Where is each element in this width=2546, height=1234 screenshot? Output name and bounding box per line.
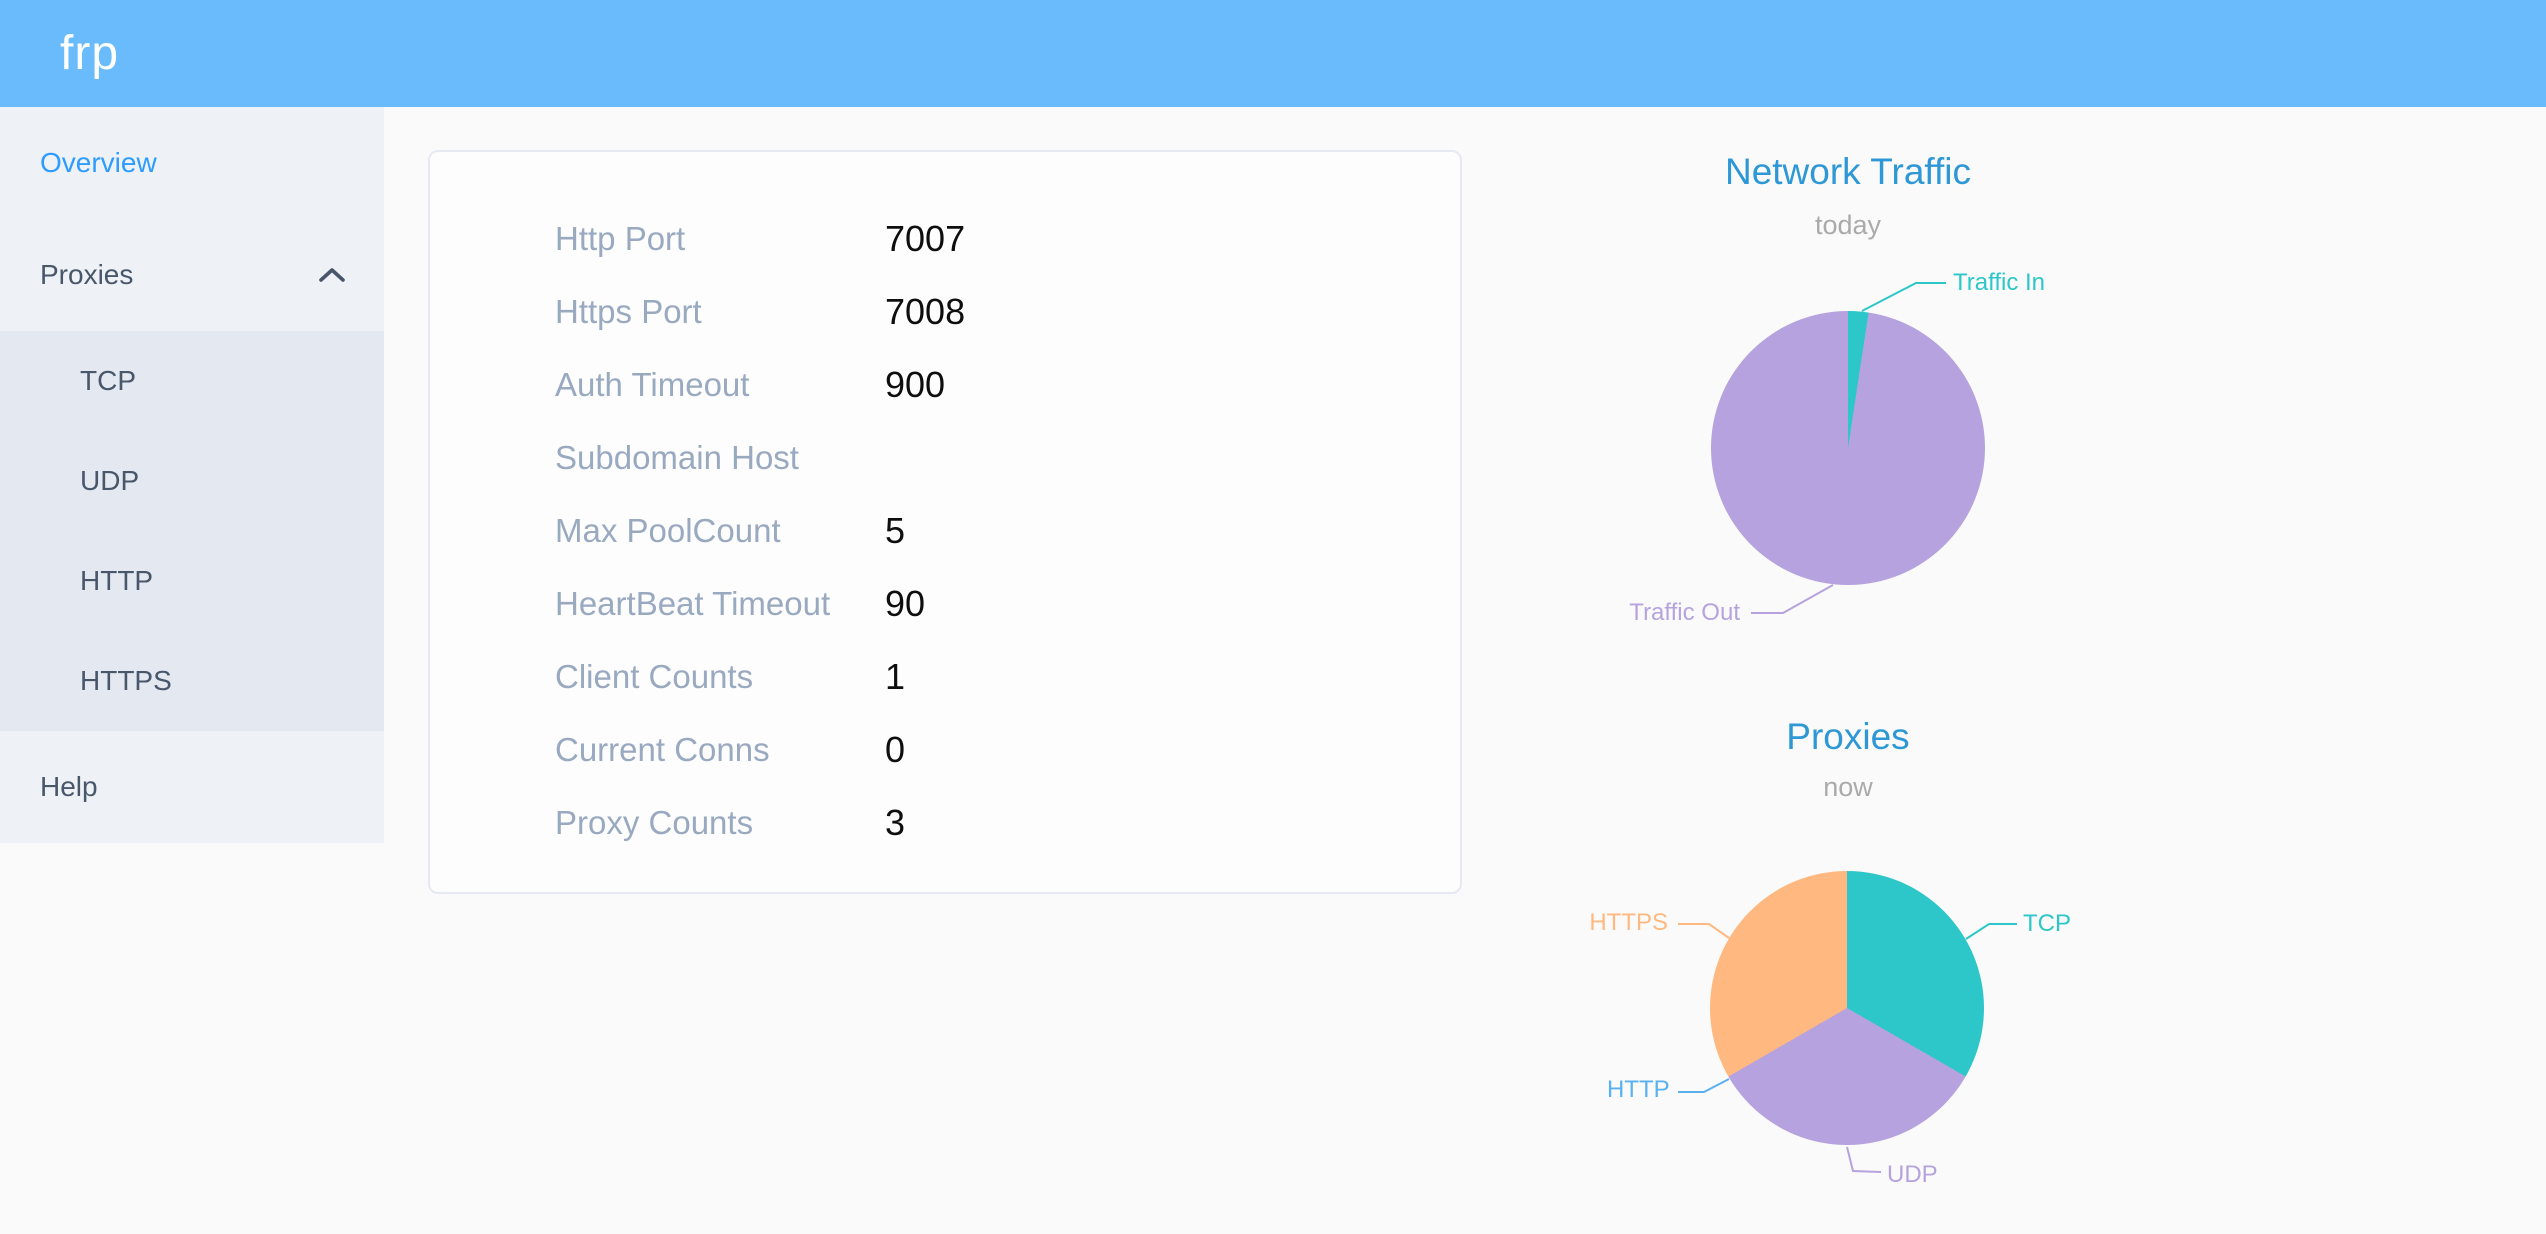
pie-label-tcp: TCP	[2023, 910, 2071, 937]
proxies-chart-subtitle: now	[1823, 772, 1873, 802]
sidebar-item-proxies-label: Proxies	[40, 259, 134, 290]
network-traffic-pie[interactable]	[1711, 311, 1985, 585]
info-value: 1	[885, 655, 906, 697]
info-label: Max PoolCount	[555, 511, 781, 549]
sidebar-item-https[interactable]: HTTPS	[80, 665, 172, 696]
header: frp	[0, 0, 2546, 107]
udp-leader-line	[1846, 1146, 1882, 1173]
proxies-chart-title: Proxies	[1786, 716, 1910, 757]
info-row-current-conns: Current Conns 0	[430, 713, 1460, 786]
info-value: 0	[885, 728, 906, 770]
info-value: 7008	[885, 290, 966, 332]
info-label: Client Counts	[555, 657, 754, 695]
info-label: Https Port	[555, 292, 702, 330]
info-row-proxy-counts: Proxy Counts 3	[430, 786, 1460, 859]
pie-label-traffic-out: Traffic Out	[1629, 599, 1740, 626]
sidebar-item-udp[interactable]: UDP	[80, 465, 140, 496]
info-row-subdomain-host: Subdomain Host	[430, 421, 1460, 494]
info-label: Auth Timeout	[555, 365, 750, 403]
info-row-http-port: Http Port 7007	[430, 202, 1460, 275]
proxies-pie[interactable]	[1710, 871, 1984, 1145]
info-value: 3	[885, 801, 906, 843]
info-label: HeartBeat Timeout	[555, 584, 831, 622]
pie-label-http: HTTP	[1607, 1076, 1670, 1103]
info-value: 5	[885, 509, 906, 551]
info-row-heartbeat-timeout: HeartBeat Timeout 90	[430, 567, 1460, 640]
https-leader-line	[1678, 923, 1730, 939]
info-row-client-counts: Client Counts 1	[430, 640, 1460, 713]
logo-text: frp	[60, 27, 120, 80]
info-row-max-poolcount: Max PoolCount 5	[430, 494, 1460, 567]
sidebar-item-help[interactable]: Help	[40, 771, 98, 802]
info-value: 900	[885, 363, 946, 405]
sidebar-item-proxies[interactable]: Proxies	[0, 219, 384, 331]
tcp-leader-line	[1965, 923, 2017, 940]
chevron-up-icon	[318, 266, 346, 284]
info-label: Subdomain Host	[555, 438, 799, 476]
pie-label-udp: UDP	[1887, 1161, 1938, 1188]
info-row-auth-timeout: Auth Timeout 900	[430, 348, 1460, 421]
sidebar-item-overview[interactable]: Overview	[40, 147, 157, 178]
traffic-out-leader-line	[1751, 584, 1834, 614]
info-row-https-port: Https Port 7008	[430, 275, 1460, 348]
pie-label-https: HTTPS	[1589, 909, 1668, 936]
sidebar-item-http[interactable]: HTTP	[80, 565, 154, 596]
sidebar: Overview Proxies TCP UDP HTTP HTTPS Help	[0, 107, 384, 843]
info-value: 90	[885, 582, 926, 624]
info-label: Http Port	[555, 219, 686, 257]
sidebar-proxies-submenu: TCP UDP HTTP HTTPS	[0, 331, 384, 731]
server-info-card: Http Port 7007 Https Port 7008 Auth Time…	[428, 150, 1462, 894]
pie-label-traffic-in: Traffic In	[1953, 269, 2046, 296]
info-label: Proxy Counts	[555, 803, 754, 841]
info-value: 7007	[885, 217, 966, 259]
sidebar-item-tcp[interactable]: TCP	[80, 365, 136, 396]
network-traffic-chart-subtitle: today	[1814, 210, 1882, 240]
http-leader-line	[1678, 1078, 1730, 1093]
traffic-in-leader-line	[1861, 282, 1946, 312]
network-traffic-chart-title: Network Traffic	[1724, 151, 1972, 192]
info-label: Current Conns	[555, 730, 770, 768]
